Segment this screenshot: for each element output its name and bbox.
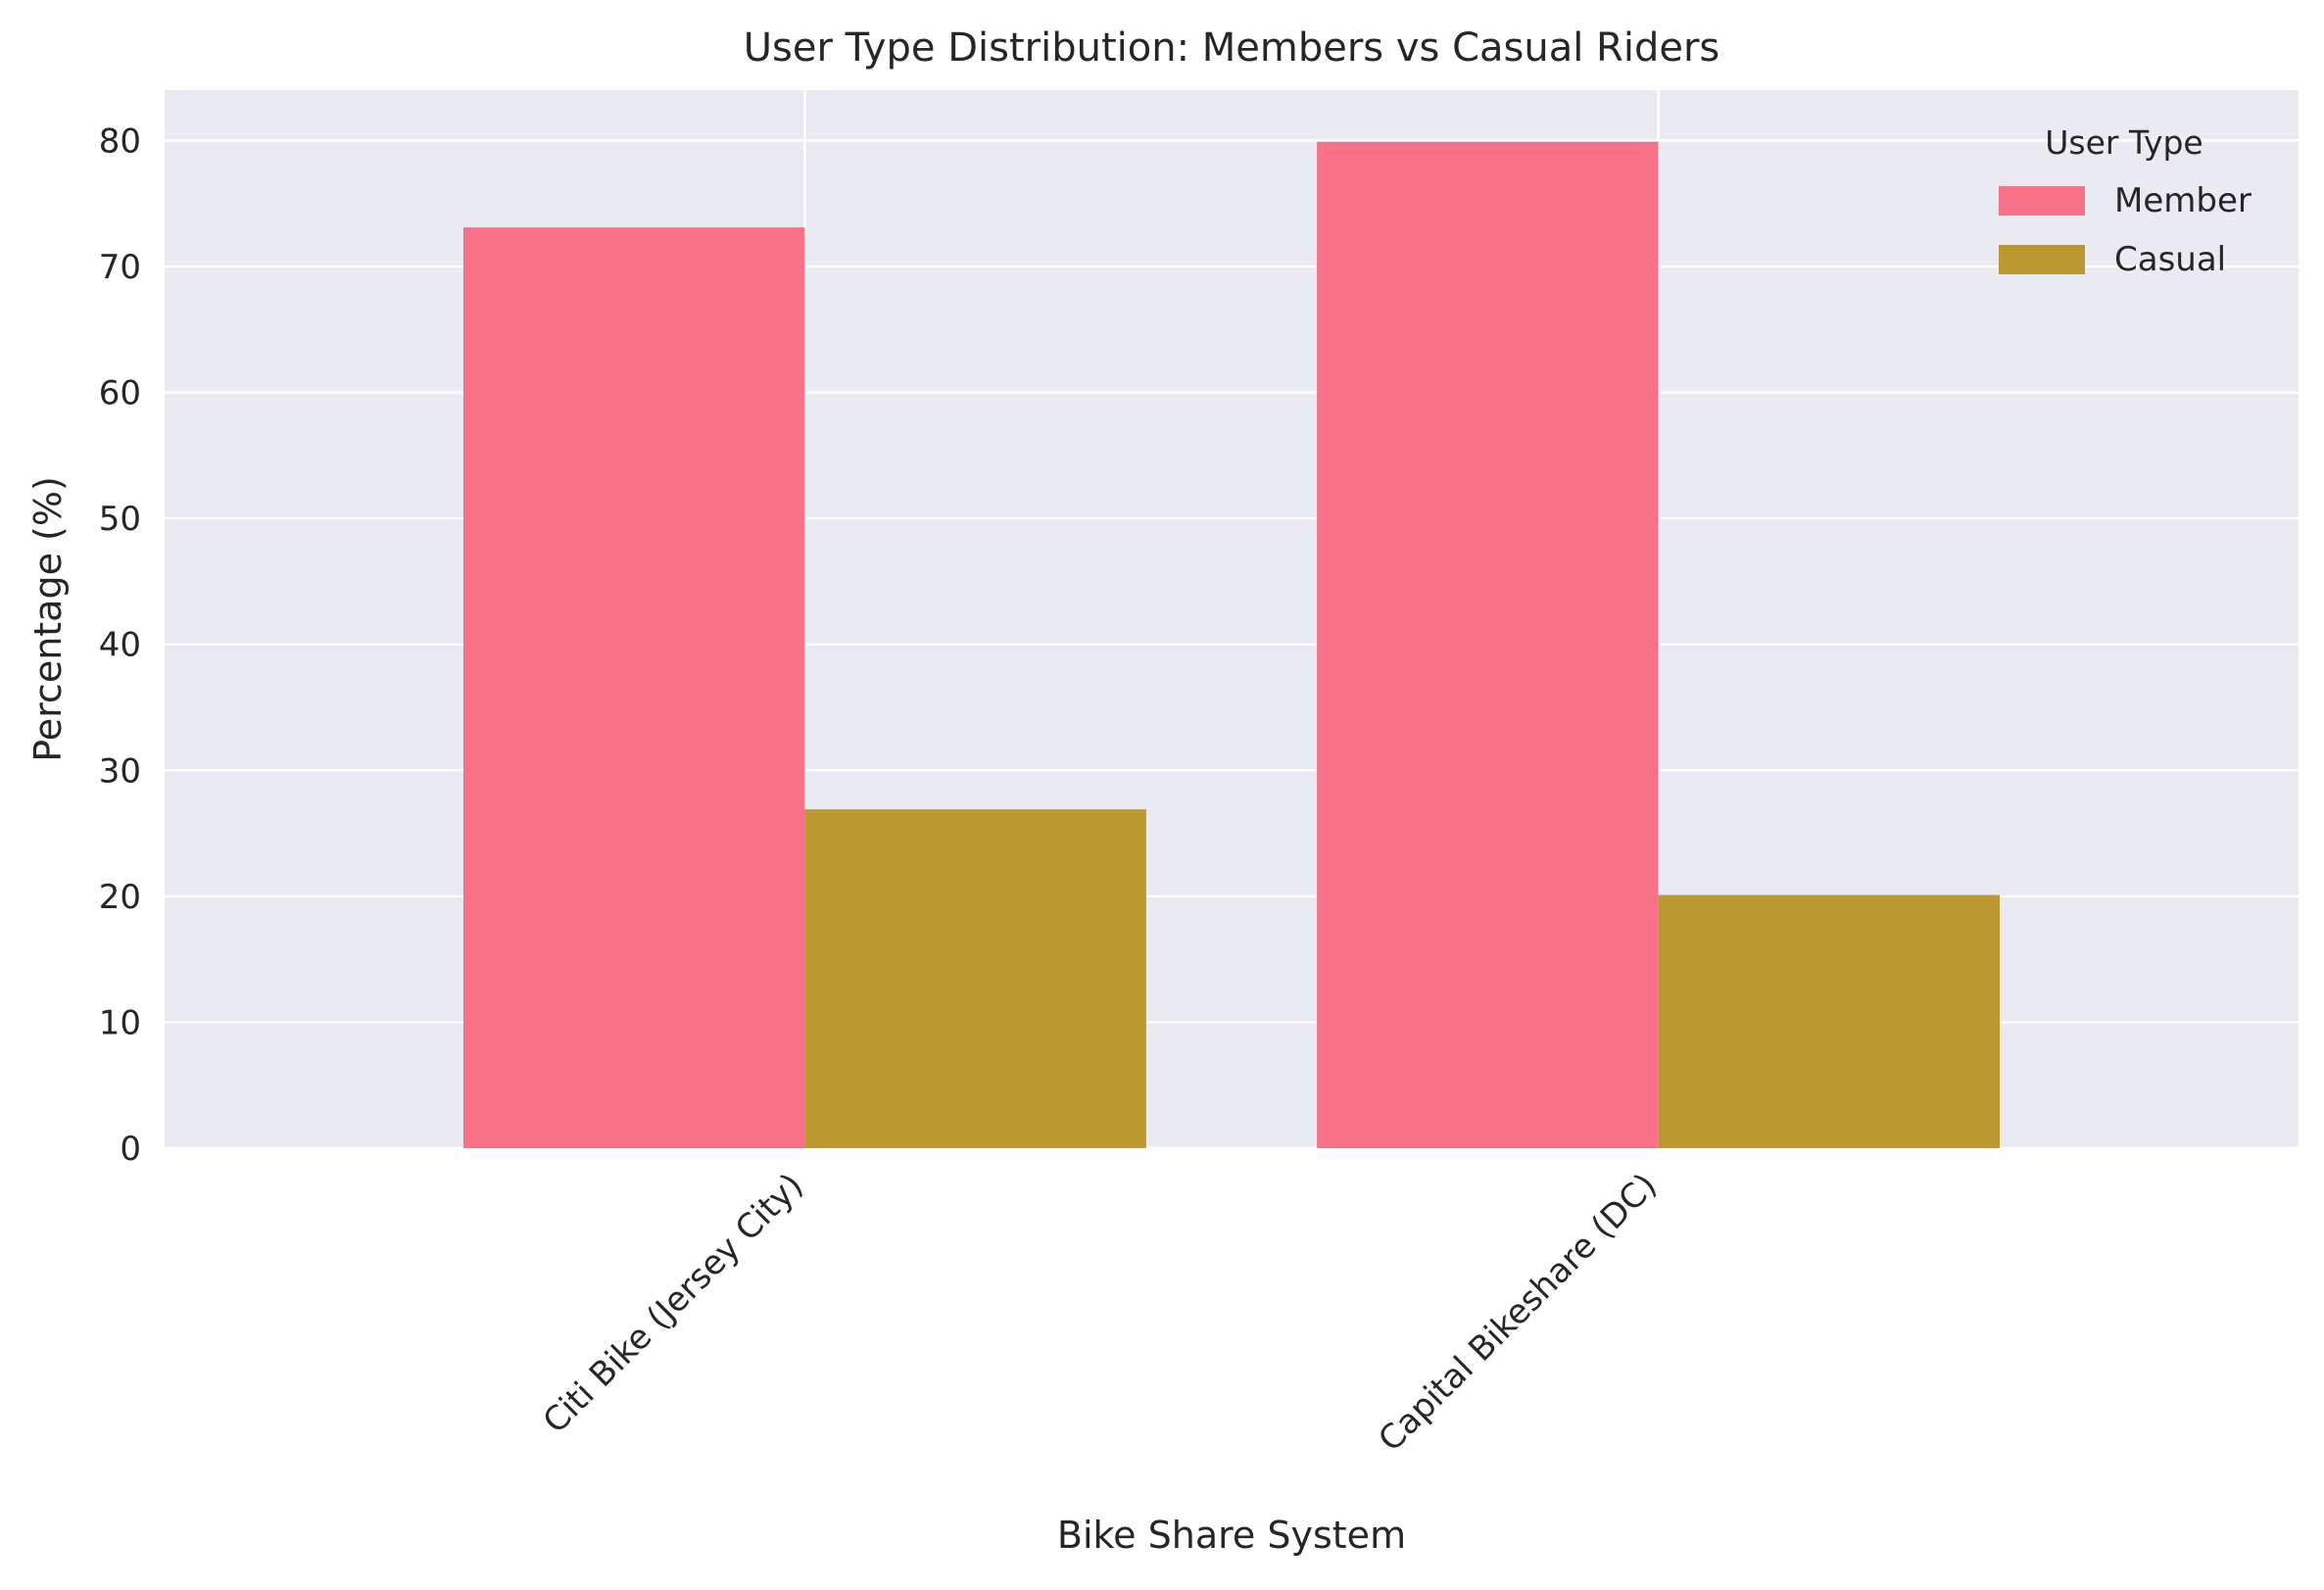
legend: User Type Member Casual <box>1999 123 2251 279</box>
y-tick-label: 80 <box>99 121 141 161</box>
y-tick-label: 20 <box>99 878 141 917</box>
y-tick-label: 40 <box>99 626 141 665</box>
x-tick-labels: Citi Bike (Jersey City) Capital Bikeshare… <box>536 1166 1665 1460</box>
bar-member-1 <box>1317 141 1659 1149</box>
chart-title: User Type Distribution: Members vs Casua… <box>744 25 1720 71</box>
x-axis-label: Bike Share System <box>1057 1514 1406 1557</box>
y-axis-label: Percentage (%) <box>26 476 70 762</box>
legend-label-casual: Casual <box>2114 240 2226 279</box>
y-tick-label: 10 <box>99 1003 141 1042</box>
legend-items: Member Casual <box>1999 181 2251 279</box>
y-tick-label: 70 <box>99 248 141 287</box>
bar-member-0 <box>462 227 805 1149</box>
y-tick-label: 30 <box>99 751 141 791</box>
bar-casual-1 <box>1658 894 2001 1148</box>
y-tick-label: 0 <box>120 1130 141 1169</box>
x-tick-label: Citi Bike (Jersey City) <box>536 1166 811 1441</box>
y-tick-labels: 0 10 20 30 40 50 60 70 80 <box>99 121 141 1169</box>
y-tick-label: 60 <box>99 374 141 413</box>
legend-label-member: Member <box>2114 181 2251 220</box>
legend-swatch-member <box>1999 186 2085 216</box>
legend-title: User Type <box>2045 123 2203 162</box>
legend-swatch-casual <box>1999 245 2085 274</box>
bar-casual-0 <box>804 809 1146 1148</box>
x-tick-label: Capital Bikeshare (DC) <box>1371 1166 1665 1460</box>
bars <box>462 141 2001 1149</box>
y-tick-label: 50 <box>99 500 141 539</box>
